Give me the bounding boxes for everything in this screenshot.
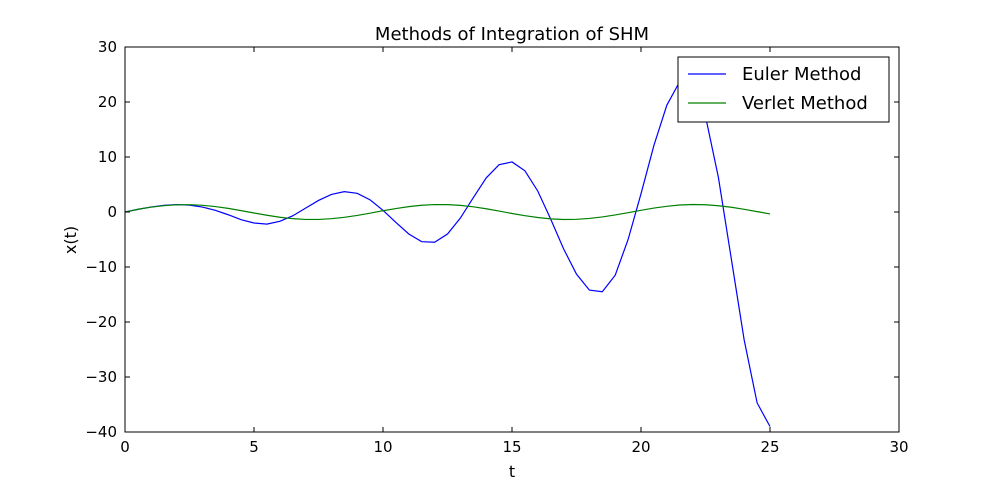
chart-title: Methods of Integration of SHM	[375, 24, 649, 45]
y-tick-label: 20	[98, 93, 117, 111]
series-line-verlet-method	[125, 203, 771, 221]
x-tick-label: 25	[760, 438, 779, 456]
y-tick-label: −40	[85, 423, 117, 441]
y-tick-label: −30	[85, 368, 117, 386]
y-axis-label: x(t)	[61, 226, 80, 254]
x-axis: 0 5 10 15 20 25 30	[120, 47, 909, 456]
y-tick-label: 10	[98, 148, 117, 166]
legend: Euler Method Verlet Method	[677, 56, 890, 123]
y-tick-label: −10	[85, 258, 117, 276]
y-tick-label: −20	[85, 313, 117, 331]
y-tick-label: 30	[98, 38, 117, 56]
y-tick-label: 0	[107, 203, 117, 221]
legend-box	[677, 56, 890, 123]
x-tick-label: 10	[373, 438, 392, 456]
series-line-euler-method	[125, 80, 771, 427]
legend-label-euler-method: Euler Method	[742, 64, 862, 85]
x-tick-label: 0	[120, 438, 130, 456]
x-tick-label: 30	[889, 438, 908, 456]
x-axis-label: t	[509, 462, 515, 481]
x-tick-label: 5	[249, 438, 259, 456]
y-axis: 30 20 10 0 −10 −20 −30 −40	[85, 38, 899, 441]
x-tick-label: 20	[631, 438, 650, 456]
x-tick-label: 15	[502, 438, 521, 456]
legend-label-verlet-method: Verlet Method	[742, 93, 868, 114]
